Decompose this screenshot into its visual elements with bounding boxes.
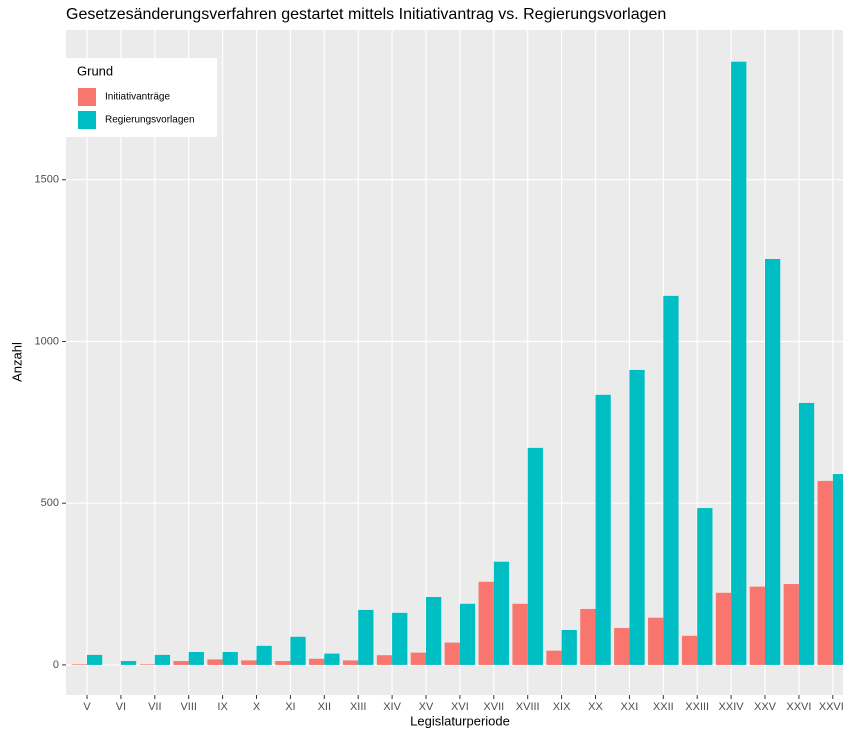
- legend-swatch: [78, 111, 96, 129]
- bar: [527, 447, 543, 665]
- bar: [817, 480, 833, 665]
- bar: [139, 664, 155, 665]
- x-tick-label: XVII: [483, 701, 504, 713]
- bar: [256, 645, 272, 665]
- bar: [188, 651, 204, 665]
- x-tick-label: XV: [419, 701, 434, 713]
- bar: [765, 258, 781, 665]
- x-tick-label: XIX: [553, 701, 571, 713]
- bar: [376, 655, 393, 665]
- bar: [290, 636, 306, 665]
- bar: [358, 609, 374, 665]
- y-axis-title: Anzahl: [9, 342, 24, 382]
- x-tick-label: X: [253, 701, 261, 713]
- chart-title: Gesetzesänderungsverfahren gestartet mit…: [66, 6, 666, 23]
- x-tick-label: XXII: [653, 701, 674, 713]
- x-tick-label: XIII: [350, 701, 367, 713]
- panel: [66, 30, 843, 695]
- x-tick-label: XI: [285, 701, 295, 713]
- bar: [715, 592, 732, 665]
- y-tick-label: 500: [41, 497, 59, 509]
- x-tick-label: XXV: [754, 701, 777, 713]
- bar: [342, 660, 359, 665]
- bar: [681, 635, 698, 665]
- bar: [459, 603, 476, 665]
- legend-title: Grund: [77, 63, 113, 78]
- bar: [697, 508, 713, 665]
- x-tick-label: XXIII: [685, 701, 709, 713]
- x-tick-label: VII: [148, 701, 161, 713]
- legend-label: Regierungsvorlagen: [105, 115, 195, 126]
- bar: [87, 654, 103, 665]
- bar: [392, 612, 408, 665]
- x-tick-label: XIV: [383, 701, 401, 713]
- bar: [309, 658, 325, 665]
- bar: [663, 295, 679, 665]
- bar: [580, 608, 596, 665]
- bar: [546, 650, 562, 665]
- x-tick-label: XXIV: [719, 701, 745, 713]
- bar: [120, 661, 137, 665]
- y-tick-label: 1000: [35, 335, 59, 347]
- bar: [275, 661, 291, 665]
- x-tick-label: VIII: [180, 701, 197, 713]
- bar: [324, 653, 340, 665]
- bar: [493, 561, 510, 665]
- bar: [749, 586, 765, 665]
- legend-swatch: [78, 88, 96, 106]
- bar: [478, 581, 494, 665]
- bar: [648, 617, 664, 665]
- x-tick-label: VI: [116, 701, 126, 713]
- x-tick-label: XVI: [451, 701, 469, 713]
- x-tick-label: XX: [588, 701, 603, 713]
- x-tick-label: XXVI: [786, 701, 811, 713]
- x-tick-label: V: [83, 701, 91, 713]
- bar: [426, 596, 442, 665]
- bar: [614, 628, 630, 665]
- x-tick-label: XXI: [621, 701, 639, 713]
- bar: [595, 394, 611, 665]
- x-tick-label: XII: [318, 701, 331, 713]
- y-tick-label: 0: [53, 659, 59, 671]
- bar: [410, 652, 426, 665]
- bar: [154, 654, 171, 665]
- bar: [173, 661, 189, 665]
- bar: [207, 659, 223, 665]
- bar: [629, 369, 645, 665]
- x-tick-label: XVIII: [516, 701, 540, 713]
- bar: [783, 584, 799, 665]
- bar: [71, 664, 87, 665]
- bar: [222, 651, 238, 665]
- bar: [444, 642, 460, 665]
- bar: [241, 660, 257, 665]
- legend-label: Initiativanträge: [105, 92, 170, 103]
- x-tick-label: IX: [217, 701, 228, 713]
- bar: [561, 629, 577, 665]
- bars: [71, 61, 843, 665]
- bar: [798, 402, 815, 665]
- bar: [832, 474, 843, 665]
- bar: [512, 603, 528, 665]
- x-axis-title: Legislaturperiode: [410, 713, 510, 728]
- y-tick-label: 1500: [35, 174, 59, 186]
- bar: [731, 61, 747, 665]
